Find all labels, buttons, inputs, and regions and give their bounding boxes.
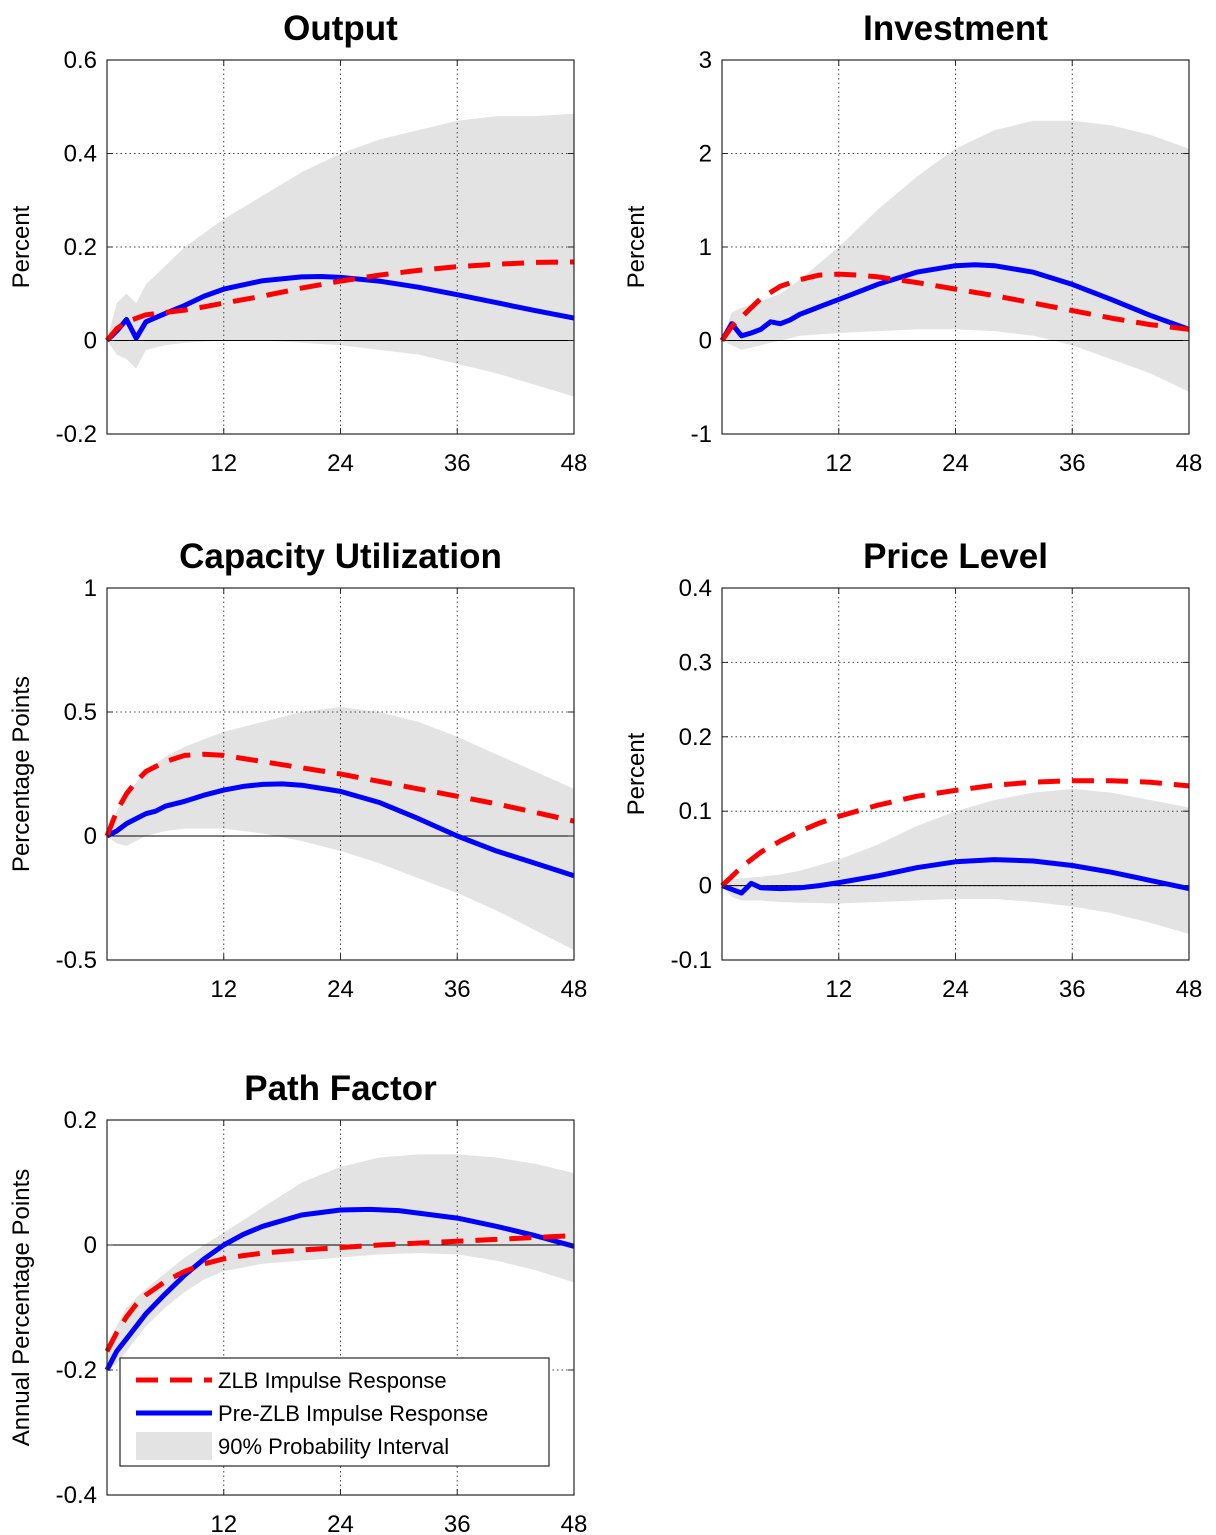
x-tick-label: 36 — [1059, 976, 1086, 1003]
x-tick-label: 24 — [327, 976, 354, 1003]
y-tick-label: -0.1 — [671, 947, 712, 974]
y-tick-label: 0 — [84, 1232, 97, 1259]
x-tick-label: 48 — [561, 450, 588, 477]
y-axis-label: Percent — [623, 205, 650, 288]
zlb-impulse-response-line — [104, 1233, 575, 1353]
x-tick-label: 24 — [327, 450, 354, 477]
y-tick-label: -0.5 — [56, 947, 97, 974]
chart-title: Capacity Utilization — [179, 537, 502, 576]
pre-zlb-impulse-response-line — [719, 262, 1190, 342]
y-tick-label: 0.4 — [64, 141, 97, 168]
y-tick-label: 3 — [699, 47, 712, 74]
probability-interval-band — [107, 1154, 574, 1370]
x-tick-label: 36 — [444, 976, 471, 1003]
y-axis-label: Percent — [623, 732, 650, 815]
y-tick-label: 0 — [84, 328, 97, 355]
legend-label-zlb: ZLB Impulse Response — [218, 1368, 447, 1393]
x-tick-label: 48 — [561, 976, 588, 1003]
y-tick-label: 0.5 — [64, 699, 97, 726]
y-tick-label: 0.2 — [64, 1107, 97, 1134]
legend-swatch-band — [136, 1432, 212, 1460]
chart-title: Investment — [863, 9, 1048, 48]
pre-zlb-impulse-response-line — [104, 1206, 575, 1372]
y-axis-label: Annual Percentage Points — [8, 1169, 35, 1447]
legend: ZLB Impulse Response Pre-ZLB Impulse Resp… — [119, 1357, 550, 1467]
y-tick-label: 0.2 — [679, 724, 712, 751]
y-tick-label: 2 — [699, 141, 712, 168]
x-tick-label: 12 — [825, 450, 852, 477]
y-tick-label: -0.2 — [56, 1357, 97, 1384]
x-tick-label: 12 — [210, 976, 237, 1003]
y-tick-label: 0 — [699, 873, 712, 900]
probability-interval-band — [722, 120, 1189, 392]
legend-label-band: 90% Probability Interval — [218, 1434, 449, 1459]
x-tick-label: 12 — [825, 976, 852, 1003]
y-tick-label: 1 — [699, 234, 712, 261]
x-tick-label: 36 — [1059, 450, 1086, 477]
y-tick-label: 0.6 — [64, 47, 97, 74]
zlb-impulse-response-line — [719, 271, 1190, 342]
zlb-impulse-response-line — [104, 751, 575, 837]
chart-title: Price Level — [863, 537, 1048, 576]
zlb-impulse-response-line — [105, 259, 575, 343]
chart-panel-0: 12 24 36 48 -0.2 0 0.2 0.4 0.6 Output Percent — [8, 9, 587, 477]
x-tick-label: 48 — [1176, 450, 1203, 477]
y-tick-label: 0.2 — [64, 234, 97, 261]
chart-panel-2: 12 24 36 48 -0.5 0 0.5 1 Capacity Utilization Per… — [8, 537, 587, 1003]
x-tick-label: 12 — [210, 1511, 237, 1535]
zlb-impulse-response-line — [720, 778, 1190, 888]
x-tick-label: 24 — [942, 976, 969, 1003]
chart-panel-3: 12 24 36 48 -0.1 0 0.1 0.2 0.3 0.4 Price Level Perc… — [623, 537, 1202, 1003]
x-tick-label: 24 — [327, 1511, 354, 1535]
y-tick-label: 0 — [699, 328, 712, 355]
x-tick-label: 48 — [1176, 976, 1203, 1003]
legend-label-prezlb: Pre-ZLB Impulse Response — [218, 1401, 488, 1426]
x-tick-label: 36 — [444, 450, 471, 477]
y-tick-label: -0.4 — [56, 1482, 97, 1509]
y-tick-label: -1 — [691, 421, 712, 448]
y-axis-label: Percent — [8, 205, 35, 288]
chart-title: Output — [283, 9, 398, 48]
y-tick-label: 0.1 — [679, 798, 712, 825]
y-tick-label: -0.2 — [56, 421, 97, 448]
y-tick-label: 1 — [84, 575, 97, 602]
pre-zlb-impulse-response-line — [721, 857, 1190, 896]
y-tick-label: 0.4 — [679, 575, 712, 602]
x-tick-label: 36 — [444, 1511, 471, 1535]
y-tick-label: 0 — [84, 823, 97, 850]
x-tick-label: 48 — [561, 1511, 588, 1535]
y-axis-label: Percentage Points — [8, 676, 35, 872]
chart-title: Path Factor — [244, 1069, 437, 1108]
probability-interval-band — [107, 707, 574, 951]
y-tick-label: 0.3 — [679, 649, 712, 676]
x-tick-label: 12 — [210, 450, 237, 477]
pre-zlb-impulse-response-line — [105, 274, 575, 343]
x-tick-label: 24 — [942, 450, 969, 477]
pre-zlb-impulse-response-line — [105, 781, 575, 879]
